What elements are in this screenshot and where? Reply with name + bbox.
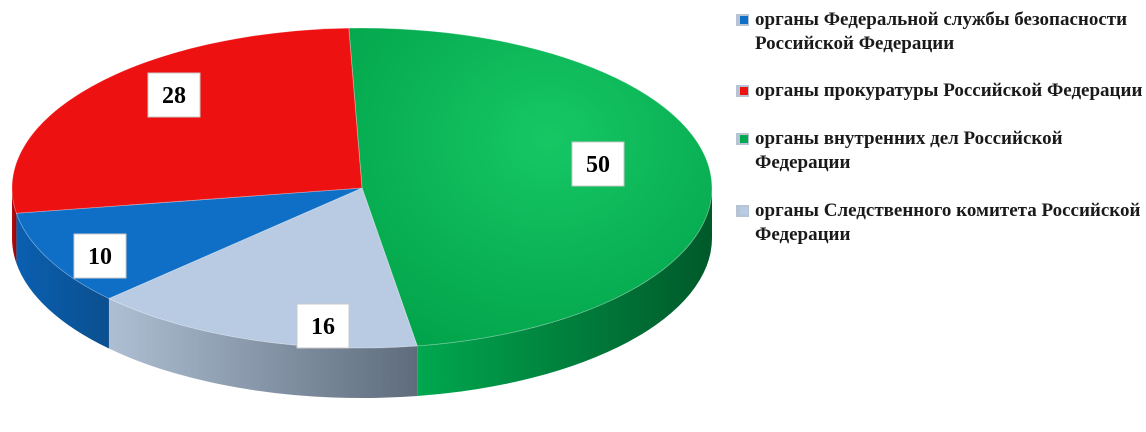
data-label-investigative-committee: 16 [296,303,350,349]
slice-internal-affairs-side [417,188,712,396]
legend-item-internal-affairs: органы внутренних дел Российской Федерац… [736,127,1146,175]
slice-prosecutor-side [12,188,17,264]
data-label-value: 50 [586,152,610,178]
legend-item-fsb: органы Федеральной службы безопасности Р… [736,8,1146,56]
legend-item-investigative-committee: органы Следственного комитета Российской… [736,199,1146,247]
legend-swatch-icon [736,85,749,97]
legend-label: органы прокуратуры Российской Федерации [755,80,1143,101]
legend: органы Федеральной службы безопасности Р… [736,8,1146,271]
legend-label: органы Следственного комитета Российской… [755,200,1141,245]
slice-prosecutor [11,27,363,214]
pie-chart: 50 16 10 28 [11,27,713,399]
data-label-prosecutor: 28 [147,72,201,118]
slice-internal-affairs [348,27,713,347]
data-label-value: 28 [162,83,186,109]
data-label-value: 10 [88,244,112,270]
slice-fsb-side [16,213,109,349]
slice-investigative-committee-side [108,298,418,399]
data-label-fsb: 10 [73,233,127,279]
data-label-internal-affairs: 50 [571,141,625,187]
legend-swatch-icon [736,14,749,26]
legend-label: органы Федеральной службы безопасности Р… [755,9,1128,54]
legend-item-prosecutor: органы прокуратуры Российской Федерации [736,79,1146,103]
legend-swatch-icon [736,205,749,217]
data-label-value: 16 [311,314,335,340]
legend-swatch-icon [736,133,749,145]
legend-label: органы внутренних дел Российской Федерац… [755,128,1063,173]
